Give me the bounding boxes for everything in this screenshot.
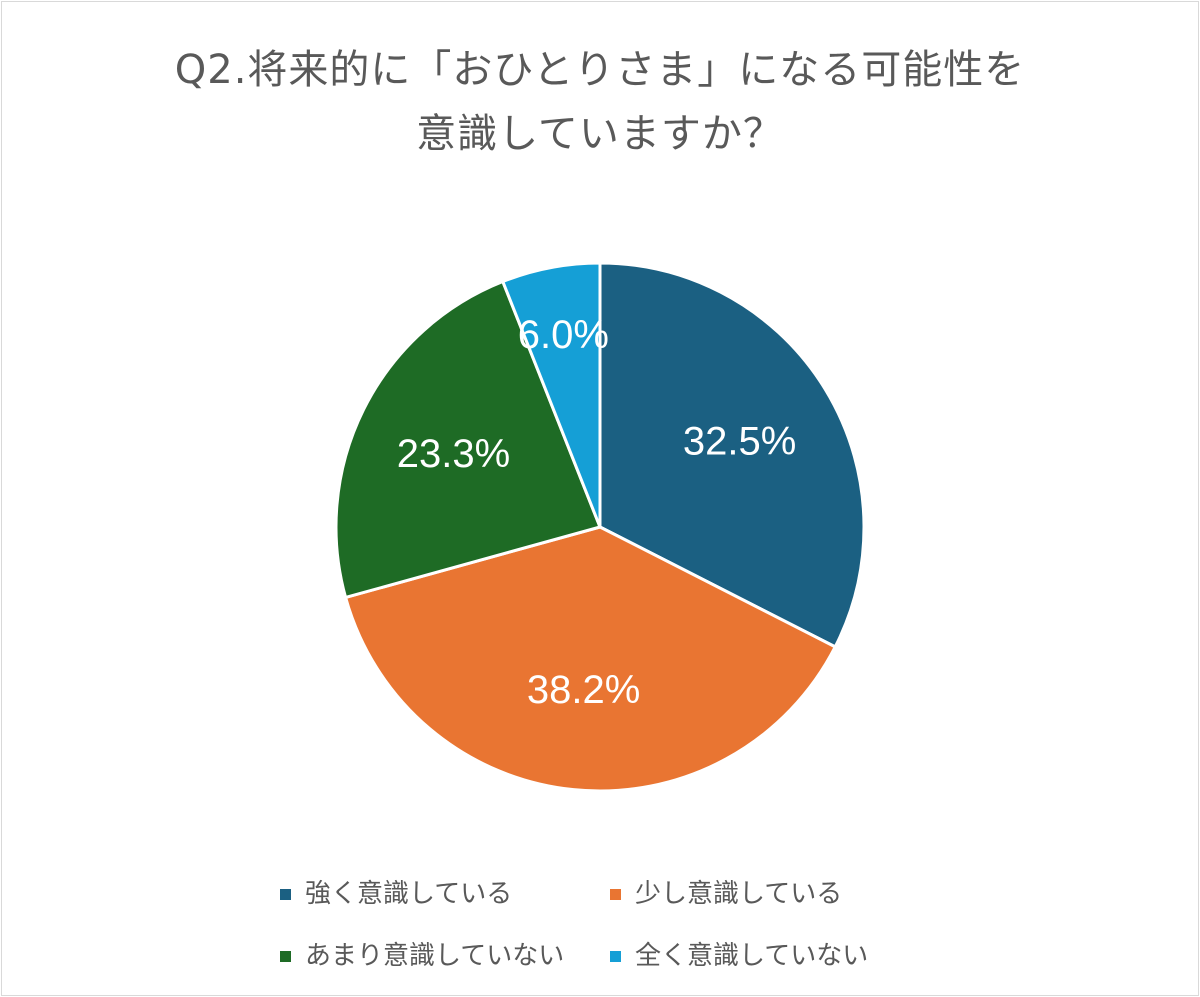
pie-slice-somewhat-aware: [344, 525, 837, 793]
legend-item-somewhat-aware: 少し意識している: [610, 874, 920, 914]
legend-label-somewhat-aware: 少し意識している: [635, 879, 843, 909]
legend-item-not-at-all-aware: 全く意識していない: [610, 936, 920, 976]
legend-label-not-very-aware: あまり意識していない: [305, 941, 565, 971]
legend-swatch-not-very-aware: [280, 950, 291, 962]
legend-swatch-strongly-aware: [280, 888, 291, 900]
legend-item-strongly-aware: 強く意識している: [280, 874, 610, 914]
data-label-strongly-aware: 32.5%: [683, 419, 796, 463]
legend-item-not-very-aware: あまり意識していない: [280, 936, 610, 976]
data-label-not-at-all-aware: 6.0%: [518, 313, 609, 357]
legend-label-strongly-aware: 強く意識している: [305, 879, 513, 909]
chart-title: Q2.将来的に「おひとりさま」になる可能性を 意識していますか？: [0, 38, 1200, 166]
legend-label-not-at-all-aware: 全く意識していない: [635, 941, 869, 971]
chart-title-line-1: Q2.将来的に「おひとりさま」になる可能性を: [174, 47, 1026, 93]
data-label-somewhat-aware: 38.2%: [527, 668, 640, 712]
chart-title-line-2: 意識していますか？: [416, 111, 784, 157]
legend: 強く意識している 少し意識している あまり意識していない 全く意識していない: [280, 874, 920, 976]
legend-swatch-not-at-all-aware: [610, 950, 621, 962]
legend-swatch-somewhat-aware: [610, 888, 621, 900]
data-label-not-very-aware: 23.3%: [397, 432, 510, 476]
pie-slice-not-at-all-aware: [501, 261, 602, 529]
pie-slice-strongly-aware: [598, 261, 866, 649]
